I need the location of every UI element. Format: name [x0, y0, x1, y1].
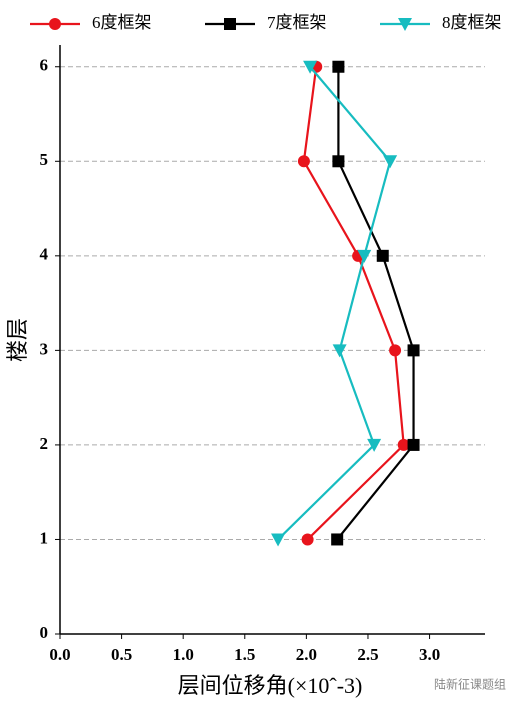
y-tick-label: 3 — [40, 339, 49, 358]
x-tick-label: 1.5 — [234, 645, 255, 664]
marker — [376, 249, 389, 262]
y-axis-label: 楼层 — [5, 318, 30, 362]
legend-label: 6度框架 — [92, 13, 152, 32]
y-tick-label: 6 — [40, 56, 49, 75]
marker — [49, 18, 61, 30]
marker — [407, 438, 420, 451]
x-tick-label: 3.0 — [419, 645, 440, 664]
marker — [397, 438, 410, 451]
y-tick-label: 5 — [40, 150, 49, 169]
marker — [271, 533, 286, 547]
series-line — [302, 66, 405, 541]
marker — [383, 155, 398, 169]
marker — [332, 344, 347, 358]
marker — [301, 533, 314, 546]
marker — [389, 344, 402, 357]
marker — [224, 18, 236, 30]
marker — [407, 344, 420, 357]
marker — [332, 155, 345, 168]
series-line — [336, 66, 415, 541]
marker — [331, 533, 344, 546]
x-tick-label: 1.0 — [173, 645, 194, 664]
series-line — [277, 66, 392, 541]
marker — [367, 438, 382, 452]
x-tick-label: 2.5 — [357, 645, 378, 664]
x-tick-label: 2.0 — [296, 645, 317, 664]
y-tick-label: 1 — [40, 528, 49, 547]
marker — [398, 18, 412, 31]
x-tick-label: 0.5 — [111, 645, 132, 664]
y-tick-label: 4 — [40, 245, 49, 264]
marker — [297, 155, 310, 168]
y-tick-label: 2 — [40, 434, 49, 453]
marker — [357, 249, 372, 263]
x-tick-label: 0.0 — [49, 645, 70, 664]
marker — [303, 60, 318, 74]
legend-label: 8度框架 — [442, 13, 502, 32]
watermark: 陆新征课题组 — [434, 677, 506, 692]
x-axis-label: 层间位移角(×10ˆ-3) — [178, 673, 363, 698]
legend-label: 7度框架 — [267, 13, 327, 32]
marker — [332, 60, 345, 73]
y-tick-label: 0 — [40, 623, 49, 642]
